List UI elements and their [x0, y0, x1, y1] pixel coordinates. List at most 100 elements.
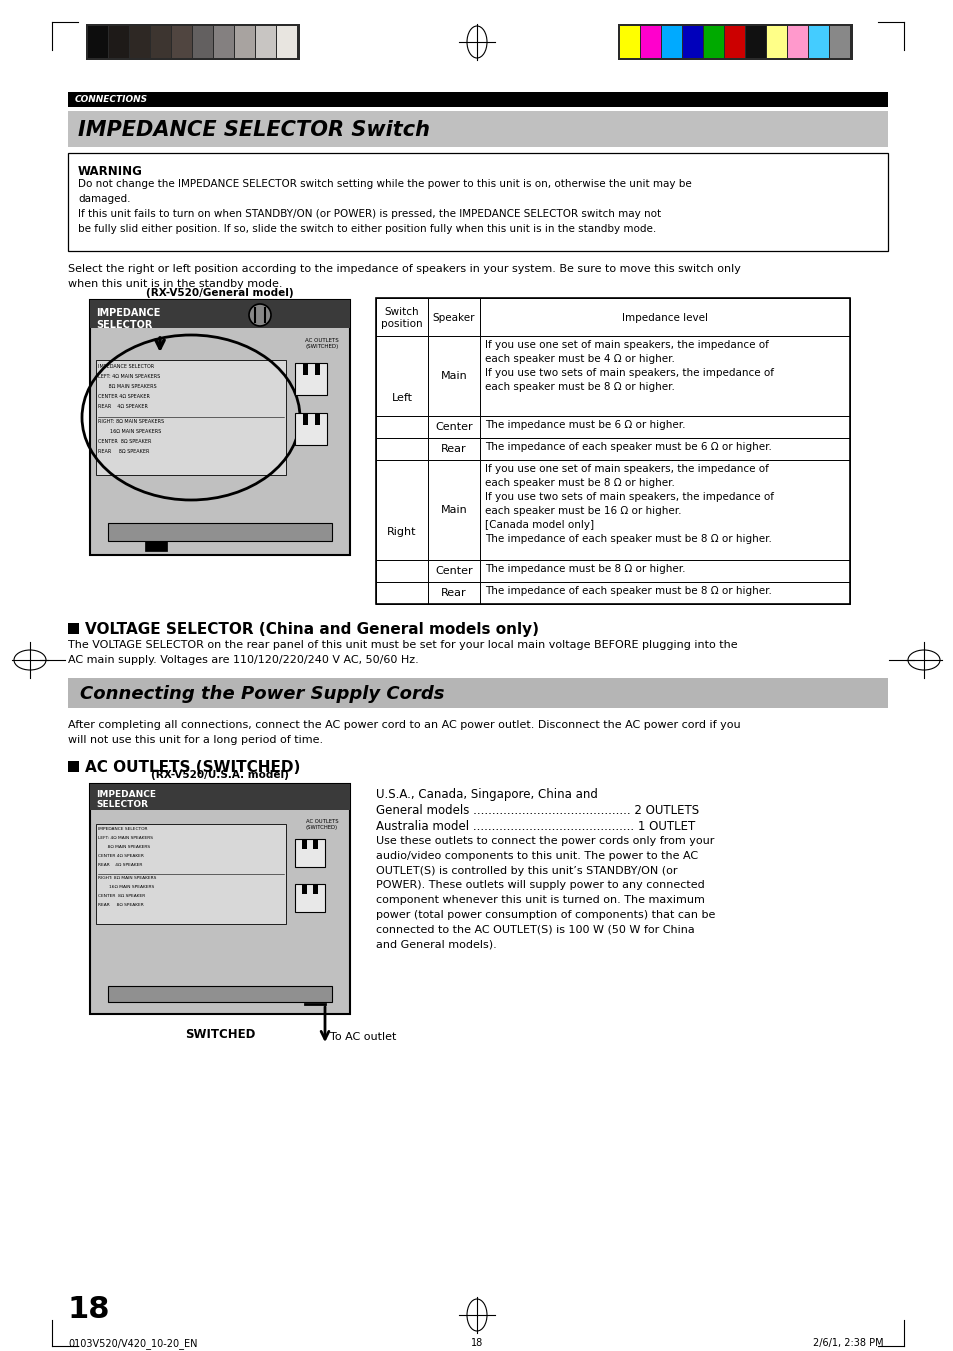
Bar [787, 26, 807, 58]
Bar [90, 784, 350, 1015]
Bar [428, 582, 479, 604]
Text: 0103V520/V420_10-20_EN: 0103V520/V420_10-20_EN [68, 1337, 197, 1348]
Bar [640, 26, 660, 58]
Bar [172, 26, 192, 58]
Text: CENTER 4Ω SPEAKER: CENTER 4Ω SPEAKER [98, 854, 144, 858]
Text: Right: Right [387, 527, 416, 536]
Text: Speaker: Speaker [433, 313, 475, 323]
Text: Switch
position: Switch position [381, 307, 422, 330]
Text: After completing all connections, connect the AC power cord to an AC power outle: After completing all connections, connec… [68, 720, 740, 730]
Bar [90, 300, 350, 555]
Text: Main: Main [440, 505, 467, 515]
Text: Australia model ........................................... 1 OUTLET: Australia model ........................… [375, 820, 695, 834]
Bar [68, 111, 887, 147]
Text: LEFT: 4Ω MAIN SPEAKERS: LEFT: 4Ω MAIN SPEAKERS [98, 836, 152, 840]
Bar [68, 153, 887, 251]
Bar [108, 523, 332, 540]
Bar [375, 561, 849, 582]
Text: REAR     8Ω SPEAKER: REAR 8Ω SPEAKER [98, 902, 144, 907]
Bar [428, 438, 479, 459]
Text: Select the right or left position according to the impedance of speakers in your: Select the right or left position accord… [68, 263, 740, 274]
Bar [682, 26, 702, 58]
Bar [375, 582, 849, 604]
Text: when this unit is in the standby mode.: when this unit is in the standby mode. [68, 280, 282, 289]
Text: 18: 18 [471, 1337, 482, 1348]
Bar [302, 839, 307, 848]
Bar [829, 26, 849, 58]
Text: Connecting the Power Supply Cords: Connecting the Power Supply Cords [80, 685, 444, 703]
Bar [213, 26, 233, 58]
Text: AC OUTLETS (SWITCHED): AC OUTLETS (SWITCHED) [85, 761, 300, 775]
Bar [294, 413, 327, 444]
Bar [314, 413, 319, 426]
Text: If this unit fails to turn on when STANDBY/ON (or POWER) is pressed, the IMPEDAN: If this unit fails to turn on when STAND… [78, 209, 660, 219]
Text: CENTER  8Ω SPEAKER: CENTER 8Ω SPEAKER [98, 439, 152, 444]
Bar [661, 26, 681, 58]
Text: Left: Left [391, 393, 412, 403]
Ellipse shape [249, 304, 271, 326]
Text: LEFT: 4Ω MAIN SPEAKERS: LEFT: 4Ω MAIN SPEAKERS [98, 374, 160, 380]
Text: AC OUTLETS
(SWITCHED): AC OUTLETS (SWITCHED) [305, 819, 338, 830]
Text: The VOLTAGE SELECTOR on the rear panel of this unit must be set for your local m: The VOLTAGE SELECTOR on the rear panel o… [68, 640, 737, 650]
Text: To AC outlet: To AC outlet [330, 1032, 395, 1042]
Text: U.S.A., Canada, Singapore, China and: U.S.A., Canada, Singapore, China and [375, 788, 598, 801]
Text: REAR     8Ω SPEAKER: REAR 8Ω SPEAKER [98, 449, 150, 454]
Bar [428, 336, 479, 416]
Text: 8Ω MAIN SPEAKERS: 8Ω MAIN SPEAKERS [98, 844, 150, 848]
Bar [109, 26, 129, 58]
Bar [428, 299, 479, 336]
Bar [255, 26, 275, 58]
Bar [375, 416, 849, 438]
Bar [428, 561, 479, 582]
Text: 8Ω MAIN SPEAKERS: 8Ω MAIN SPEAKERS [98, 384, 156, 389]
Bar [130, 26, 150, 58]
Bar [302, 884, 307, 894]
Bar [294, 884, 325, 912]
Text: will not use this unit for a long period of time.: will not use this unit for a long period… [68, 735, 323, 744]
Text: General models .......................................... 2 OUTLETS: General models .........................… [375, 804, 699, 817]
Text: damaged.: damaged. [78, 195, 131, 204]
Text: CENTER  8Ω SPEAKER: CENTER 8Ω SPEAKER [98, 894, 145, 898]
Text: The impedance of each speaker must be 8 Ω or higher.: The impedance of each speaker must be 8 … [484, 586, 771, 596]
Bar [234, 26, 254, 58]
Bar [90, 784, 350, 811]
Bar [808, 26, 828, 58]
Text: 2/6/1, 2:38 PM: 2/6/1, 2:38 PM [813, 1337, 883, 1348]
Bar [276, 26, 296, 58]
Bar [68, 678, 887, 708]
Bar [618, 24, 852, 59]
Text: AC OUTLETS
(SWITCHED): AC OUTLETS (SWITCHED) [305, 338, 338, 349]
Text: The impedance must be 6 Ω or higher.: The impedance must be 6 Ω or higher. [484, 420, 685, 430]
Bar [375, 336, 849, 416]
Bar [375, 459, 428, 561]
Bar [294, 363, 327, 394]
Bar [294, 839, 325, 867]
Text: IMPEDANCE SELECTOR: IMPEDANCE SELECTOR [98, 827, 148, 831]
Bar [314, 363, 319, 376]
Text: Use these outlets to connect the power cords only from your
audio/video componen: Use these outlets to connect the power c… [375, 836, 715, 950]
Text: REAR    4Ω SPEAKER: REAR 4Ω SPEAKER [98, 404, 148, 409]
Bar [375, 299, 428, 336]
Text: CONNECTIONS: CONNECTIONS [75, 95, 148, 104]
Bar [375, 438, 849, 459]
Text: Impedance level: Impedance level [621, 313, 707, 323]
Bar [375, 416, 428, 438]
Text: REAR    4Ω SPEAKER: REAR 4Ω SPEAKER [98, 863, 142, 867]
Bar [108, 986, 332, 1002]
Text: IMPEDANCE SELECTOR: IMPEDANCE SELECTOR [98, 363, 154, 369]
Bar [766, 26, 786, 58]
Text: (RX-V520/U.S.A. model): (RX-V520/U.S.A. model) [151, 770, 289, 780]
Text: SWITCHED: SWITCHED [185, 1028, 254, 1042]
Bar [303, 363, 308, 376]
Text: IMPEDANCE
SELECTOR: IMPEDANCE SELECTOR [96, 790, 156, 809]
Bar [86, 24, 299, 59]
Bar [375, 459, 849, 561]
Text: Do not change the IMPEDANCE SELECTOR switch setting while the power to this unit: Do not change the IMPEDANCE SELECTOR swi… [78, 178, 691, 189]
Text: IMPEDANCE SELECTOR Switch: IMPEDANCE SELECTOR Switch [78, 120, 430, 141]
Bar [96, 359, 286, 476]
Bar [313, 839, 317, 848]
Text: 16Ω MAIN SPEAKERS: 16Ω MAIN SPEAKERS [98, 430, 161, 434]
Text: Rear: Rear [440, 444, 466, 454]
Bar [428, 459, 479, 561]
Text: Rear: Rear [440, 588, 466, 598]
